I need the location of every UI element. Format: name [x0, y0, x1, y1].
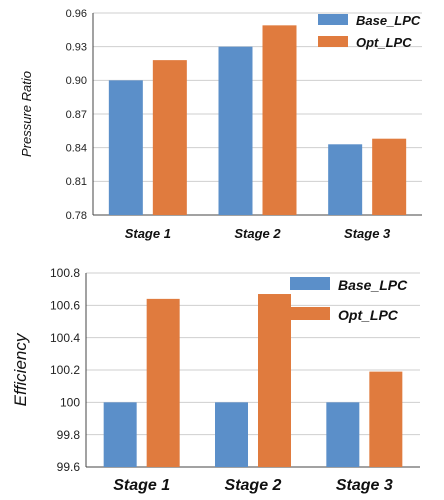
bar-base-lpc-stage-3	[328, 144, 363, 215]
y-tick-label: 0.96	[66, 8, 87, 20]
y-tick-label: 99.8	[57, 428, 81, 442]
bar-base-lpc-stage-3	[326, 402, 360, 467]
legend-swatch	[318, 36, 348, 47]
bar-opt-lpc-stage-1	[152, 60, 187, 216]
y-tick-label: 100.2	[50, 363, 80, 377]
bar-base-lpc-stage-1	[103, 402, 137, 467]
bar-base-lpc-stage-1	[108, 80, 143, 215]
bar-opt-lpc-stage-3	[372, 138, 407, 215]
y-tick-label: 0.84	[66, 143, 87, 155]
x-category-label: Stage 2	[225, 477, 282, 494]
bar-base-lpc-stage-2	[215, 402, 248, 467]
y-tick-label: 100.8	[50, 266, 80, 280]
legend-label: Base_LPC	[338, 277, 408, 293]
legend-label: Base_LPC	[356, 13, 421, 28]
y-tick-label: 0.87	[66, 109, 87, 121]
y-tick-label: 100.6	[50, 299, 80, 313]
x-category-label: Stage 1	[125, 226, 171, 241]
y-tick-label: 99.6	[57, 460, 81, 474]
y-tick-label: 100	[60, 396, 80, 410]
legend-swatch	[318, 14, 348, 25]
legend-swatch	[290, 307, 330, 320]
bar-opt-lpc-stage-1	[146, 298, 180, 467]
legend-label: Opt_LPC	[356, 35, 412, 50]
y-tick-label: 0.81	[66, 176, 87, 188]
y-axis-label: Efficiency	[11, 332, 30, 406]
efficiency-chart: 99.6 99.8 100 100.2 100.4 100.6 100.8 Stage 1 St…	[11, 266, 420, 494]
x-category-label: Stage 2	[234, 226, 281, 241]
y-tick-label: 0.78	[66, 210, 87, 222]
x-category-label: Stage 3	[344, 226, 391, 241]
y-axis-label: Pressure Ratio	[19, 71, 34, 157]
pressure-ratio-chart: 0.78 0.81 0.84 0.87 0.90 0.93 0.96 Stage 1 Stage…	[19, 8, 422, 241]
y-tick-label: 100.4	[50, 331, 80, 345]
x-category-label: Stage 3	[336, 477, 393, 494]
x-category-label: Stage 1	[113, 477, 170, 494]
legend-swatch	[290, 277, 330, 290]
y-tick-label: 0.90	[66, 75, 87, 87]
legend-label: Opt_LPC	[338, 307, 399, 323]
bar-opt-lpc-stage-2	[258, 294, 291, 467]
y-tick-label: 0.93	[66, 42, 87, 54]
bar-base-lpc-stage-2	[218, 46, 253, 215]
bar-opt-lpc-stage-3	[369, 371, 403, 467]
bar-opt-lpc-stage-2	[262, 25, 297, 215]
